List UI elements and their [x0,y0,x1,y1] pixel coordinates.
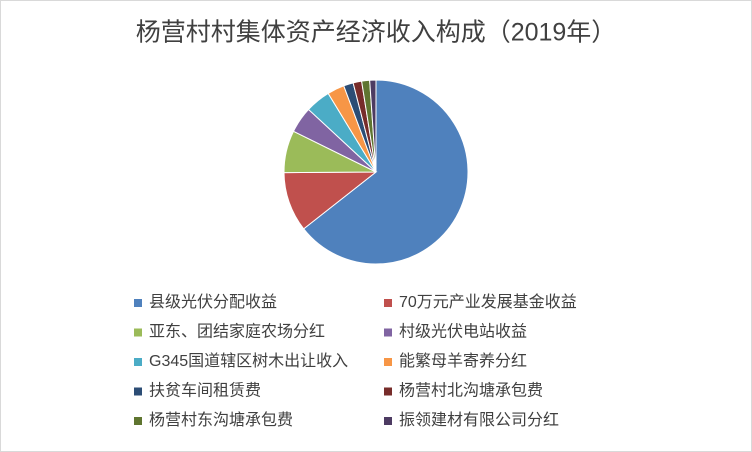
legend-swatch [384,299,392,307]
legend-label: 扶贫车间租赁费 [149,382,261,400]
legend-label: G345国道辖区树木出让收入 [149,352,348,370]
legend-label: 杨营村北沟塘承包费 [399,382,543,400]
legend-label: 县级光伏分配收益 [149,293,277,311]
legend-swatch [384,387,392,396]
legend-label: 杨营村东沟塘承包费 [149,411,293,429]
pie-slice [369,79,377,173]
legend-label: 振领建材有限公司分红 [399,411,559,429]
legend-swatch [134,299,142,307]
legend-label: 70万元产业发展基金收益 [399,293,577,311]
pie-slice [302,79,469,265]
legend-swatch [384,328,392,337]
legend-swatch [134,328,142,337]
legend-label: 亚东、团结家庭农场分红 [149,323,325,341]
legend-swatch [134,387,142,396]
legend-label: 村级光伏电站收益 [399,323,527,341]
legend-swatch [384,358,392,366]
legend-label: 能繁母羊寄养分红 [399,352,527,370]
chart-title: 杨营村村集体资产经济收入构成（2019年） [136,19,617,47]
legend-swatch [134,417,142,425]
legend-swatch [384,417,392,425]
legend-swatch [134,358,142,366]
